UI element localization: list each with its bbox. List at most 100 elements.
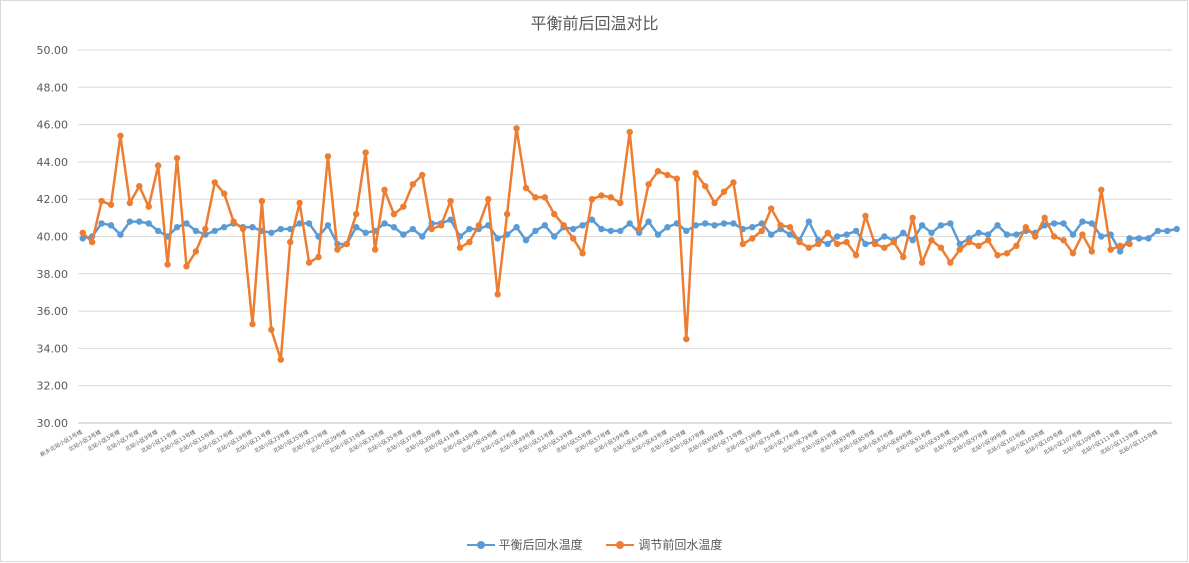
data-point[interactable] bbox=[664, 223, 671, 231]
data-point[interactable] bbox=[173, 223, 181, 231]
data-point[interactable] bbox=[815, 240, 822, 248]
data-point[interactable] bbox=[400, 203, 407, 210]
data-point[interactable] bbox=[249, 223, 256, 231]
data-point[interactable] bbox=[824, 240, 831, 248]
data-point[interactable] bbox=[947, 259, 954, 266]
data-point[interactable] bbox=[154, 162, 162, 169]
data-point[interactable] bbox=[79, 235, 86, 242]
data-point[interactable] bbox=[588, 216, 596, 223]
data-point[interactable] bbox=[956, 240, 964, 248]
data-point[interactable] bbox=[1079, 231, 1086, 238]
data-point[interactable] bbox=[1116, 242, 1124, 250]
data-point[interactable] bbox=[692, 169, 699, 177]
data-point[interactable] bbox=[1154, 227, 1162, 235]
data-point[interactable] bbox=[786, 231, 794, 238]
data-point[interactable] bbox=[428, 225, 435, 233]
data-point[interactable] bbox=[654, 231, 662, 238]
data-point[interactable] bbox=[98, 220, 105, 227]
data-point[interactable] bbox=[645, 181, 652, 188]
data-point[interactable] bbox=[305, 220, 313, 227]
data-point[interactable] bbox=[900, 229, 907, 236]
data-point[interactable] bbox=[541, 222, 549, 229]
data-point[interactable] bbox=[569, 225, 577, 233]
data-point[interactable] bbox=[268, 229, 275, 236]
data-point[interactable] bbox=[145, 203, 152, 210]
data-point[interactable] bbox=[994, 222, 1001, 229]
data-point[interactable] bbox=[749, 223, 756, 231]
data-point[interactable] bbox=[579, 222, 586, 229]
data-point[interactable] bbox=[145, 220, 152, 227]
data-point[interactable] bbox=[1060, 220, 1067, 227]
legend-item-series-2[interactable]: 调节前回水温度 bbox=[606, 536, 722, 553]
data-point[interactable] bbox=[117, 231, 124, 238]
data-point[interactable] bbox=[1173, 225, 1180, 233]
data-point[interactable] bbox=[852, 227, 860, 235]
data-point[interactable] bbox=[588, 196, 596, 203]
data-point[interactable] bbox=[164, 261, 171, 268]
data-point[interactable] bbox=[1088, 220, 1096, 227]
data-point[interactable] bbox=[711, 199, 718, 207]
data-point[interactable] bbox=[975, 242, 982, 250]
data-point[interactable] bbox=[117, 132, 124, 139]
data-point[interactable] bbox=[984, 231, 992, 238]
data-point[interactable] bbox=[183, 220, 190, 227]
data-point[interactable] bbox=[862, 240, 869, 248]
data-point[interactable] bbox=[966, 238, 973, 246]
data-point[interactable] bbox=[909, 237, 916, 244]
data-point[interactable] bbox=[466, 225, 473, 233]
data-point[interactable] bbox=[617, 227, 624, 235]
data-point[interactable] bbox=[277, 356, 284, 363]
data-point[interactable] bbox=[805, 244, 813, 251]
data-point[interactable] bbox=[843, 231, 850, 238]
data-point[interactable] bbox=[296, 220, 303, 227]
data-point[interactable] bbox=[1098, 233, 1105, 240]
data-point[interactable] bbox=[862, 212, 869, 220]
data-point[interactable] bbox=[994, 251, 1001, 259]
data-point[interactable] bbox=[683, 227, 690, 235]
data-point[interactable] bbox=[324, 153, 332, 160]
data-point[interactable] bbox=[1041, 214, 1048, 222]
data-point[interactable] bbox=[400, 231, 407, 238]
data-point[interactable] bbox=[277, 225, 284, 233]
data-point[interactable] bbox=[1069, 231, 1077, 238]
data-point[interactable] bbox=[220, 223, 228, 231]
data-point[interactable] bbox=[513, 223, 520, 231]
legend-item-series-1[interactable]: 平衡后回水温度 bbox=[466, 536, 583, 553]
data-point[interactable] bbox=[881, 233, 888, 240]
data-point[interactable] bbox=[871, 240, 879, 248]
data-point[interactable] bbox=[409, 225, 417, 233]
data-point[interactable] bbox=[975, 229, 982, 236]
data-point[interactable] bbox=[220, 190, 228, 197]
data-point[interactable] bbox=[136, 182, 143, 190]
data-point[interactable] bbox=[1003, 250, 1011, 257]
data-point[interactable] bbox=[419, 233, 426, 240]
data-point[interactable] bbox=[305, 259, 313, 266]
data-point[interactable] bbox=[767, 231, 775, 238]
data-point[interactable] bbox=[419, 171, 426, 179]
data-point[interactable] bbox=[786, 223, 794, 231]
data-point[interactable] bbox=[532, 194, 539, 201]
data-point[interactable] bbox=[692, 222, 699, 229]
data-point[interactable] bbox=[881, 244, 888, 251]
data-point[interactable] bbox=[598, 225, 605, 233]
data-point[interactable] bbox=[315, 253, 322, 261]
data-point[interactable] bbox=[635, 225, 643, 233]
data-point[interactable] bbox=[626, 220, 633, 227]
data-point[interactable] bbox=[371, 246, 379, 253]
data-point[interactable] bbox=[739, 240, 747, 248]
data-point[interactable] bbox=[551, 210, 558, 218]
data-point[interactable] bbox=[1013, 242, 1020, 250]
data-point[interactable] bbox=[720, 220, 728, 227]
data-point[interactable] bbox=[494, 235, 501, 242]
data-point[interactable] bbox=[522, 184, 530, 192]
data-point[interactable] bbox=[503, 210, 511, 218]
data-point[interactable] bbox=[1145, 235, 1152, 242]
data-point[interactable] bbox=[324, 222, 332, 229]
data-point[interactable] bbox=[334, 246, 341, 253]
data-point[interactable] bbox=[701, 182, 709, 190]
data-point[interactable] bbox=[767, 205, 775, 212]
data-point[interactable] bbox=[833, 233, 841, 240]
data-point[interactable] bbox=[928, 237, 935, 244]
data-point[interactable] bbox=[1107, 246, 1114, 253]
data-point[interactable] bbox=[447, 216, 454, 223]
